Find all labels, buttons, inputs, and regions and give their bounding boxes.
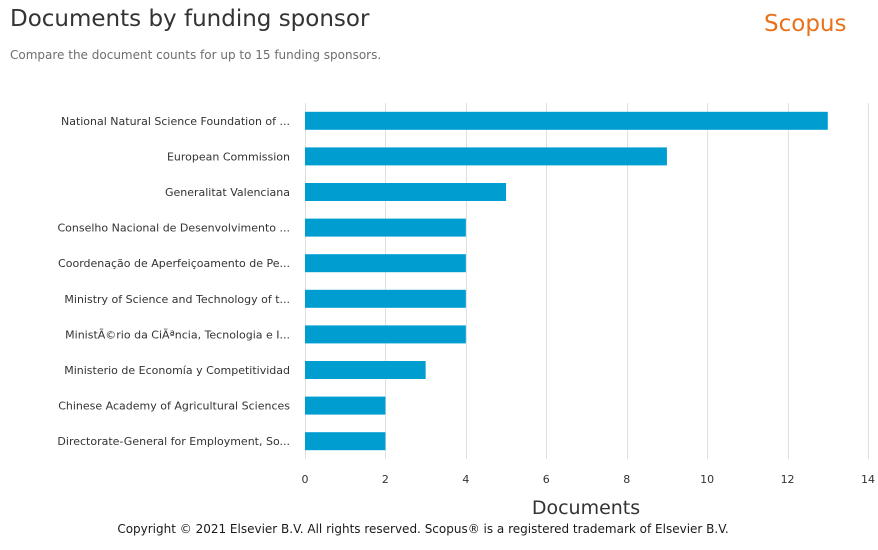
x-tick-label: 4 <box>462 473 469 486</box>
bar[interactable] <box>305 254 466 273</box>
category-label: European Commission <box>167 150 290 163</box>
category-label: Ministry of Science and Technology of t.… <box>64 293 290 306</box>
bar[interactable] <box>305 361 426 379</box>
page-title: Documents by funding sponsor <box>10 6 370 32</box>
bar[interactable] <box>305 111 828 130</box>
x-tick-label: 2 <box>382 473 389 486</box>
page-subtitle: Compare the document counts for up to 15… <box>10 48 382 62</box>
category-labels: National Natural Science Foundation of .… <box>57 115 290 448</box>
bar[interactable] <box>305 183 507 201</box>
funding-sponsor-bar-chart: National Natural Science Foundation of .… <box>57 103 876 519</box>
x-tick-label: 0 <box>302 473 309 486</box>
category-label: MinistÃ©rio da CiÃªncia, Tecnologia e I.… <box>65 328 290 341</box>
bar[interactable] <box>305 289 466 308</box>
x-tick-label: 12 <box>781 473 795 486</box>
x-axis-title: Documents <box>532 497 640 519</box>
x-tick-label: 10 <box>700 473 714 486</box>
x-tick-labels: 0 2 4 6 8 10 12 14 <box>302 473 876 486</box>
x-tick-label: 6 <box>543 473 550 486</box>
scopus-logo[interactable]: Scopus <box>764 11 847 37</box>
x-tick-label: 8 <box>623 473 630 486</box>
category-label: National Natural Science Foundation of .… <box>61 115 290 128</box>
bar[interactable] <box>305 325 466 344</box>
bar[interactable] <box>305 218 466 237</box>
bars <box>305 111 828 451</box>
category-label: Coordenação de Aperfeiçoamento de Pe... <box>58 257 290 270</box>
copyright-notice: Copyright © 2021 Elsevier B.V. All right… <box>117 522 729 536</box>
bar[interactable] <box>305 147 667 166</box>
x-tick-label: 14 <box>861 473 875 486</box>
category-label: Conselho Nacional de Desenvolvimento ... <box>57 222 290 235</box>
bar[interactable] <box>305 432 386 451</box>
category-label: Chinese Academy of Agricultural Sciences <box>58 400 290 413</box>
category-label: Directorate-General for Employment, So..… <box>57 435 290 448</box>
bar[interactable] <box>305 396 386 415</box>
category-label: Generalitat Valenciana <box>165 186 290 199</box>
category-label: Ministerio de Economía y Competitividad <box>64 364 290 377</box>
